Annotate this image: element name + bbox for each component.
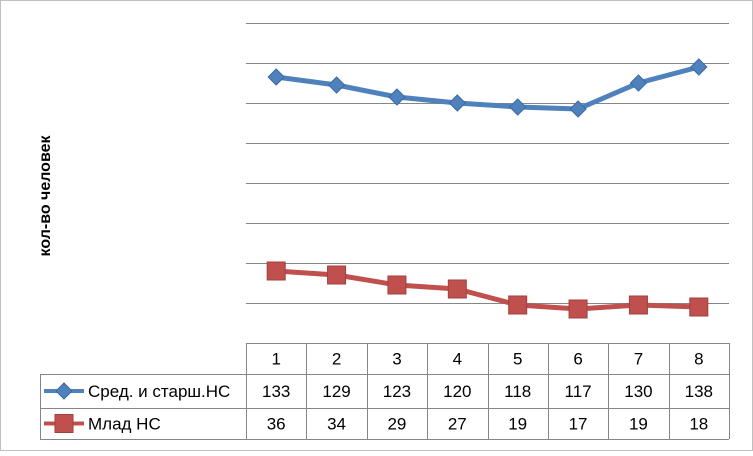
category-label: 2 — [332, 350, 341, 369]
category-label: 1 — [271, 350, 280, 369]
category-label: 7 — [634, 350, 643, 369]
table-value: 123 — [383, 382, 411, 401]
series-group — [267, 58, 708, 118]
table-value: 34 — [327, 415, 346, 434]
table-value: 29 — [387, 415, 406, 434]
data-point — [568, 299, 588, 319]
table-value: 133 — [262, 382, 290, 401]
data-point — [629, 74, 648, 92]
data-point — [508, 98, 527, 116]
table-value: 120 — [443, 382, 471, 401]
data-point — [266, 261, 286, 281]
category-label: 8 — [694, 350, 703, 369]
table-value: 27 — [448, 415, 467, 434]
table-value: 17 — [569, 415, 588, 434]
data-point — [448, 94, 467, 112]
data-point — [327, 265, 347, 285]
table-value: 18 — [689, 415, 708, 434]
table-value: 19 — [629, 415, 648, 434]
table-value: 130 — [624, 382, 652, 401]
data-point — [508, 295, 528, 315]
category-label: 6 — [573, 350, 582, 369]
data-point — [327, 76, 346, 94]
data-point — [267, 68, 285, 86]
table-value: 19 — [508, 415, 527, 434]
series-group — [266, 261, 709, 319]
data-point — [387, 275, 407, 295]
legend-key-marker — [55, 382, 73, 400]
data-point — [388, 88, 406, 106]
table-value: 36 — [267, 415, 286, 434]
legend-key-marker — [54, 414, 74, 433]
series-line — [273, 268, 702, 312]
data-point — [689, 297, 709, 317]
legend-series-name: Млад НС — [88, 415, 161, 434]
data-point — [447, 279, 467, 299]
table-value: 118 — [504, 382, 531, 401]
table-value: 129 — [322, 382, 350, 401]
table-value: 138 — [685, 382, 713, 401]
series-line — [273, 64, 702, 112]
category-label: 4 — [453, 350, 462, 369]
data-point — [690, 58, 708, 76]
category-label: 5 — [513, 350, 522, 369]
y-axis-label: кол-во человек — [37, 135, 54, 257]
series-lines — [266, 58, 709, 319]
category-label: 3 — [392, 350, 401, 369]
data-point — [569, 100, 587, 118]
legend-series-name: Сред. и старш.НС — [88, 382, 230, 401]
table-value: 117 — [565, 382, 592, 401]
data-point — [628, 295, 648, 315]
